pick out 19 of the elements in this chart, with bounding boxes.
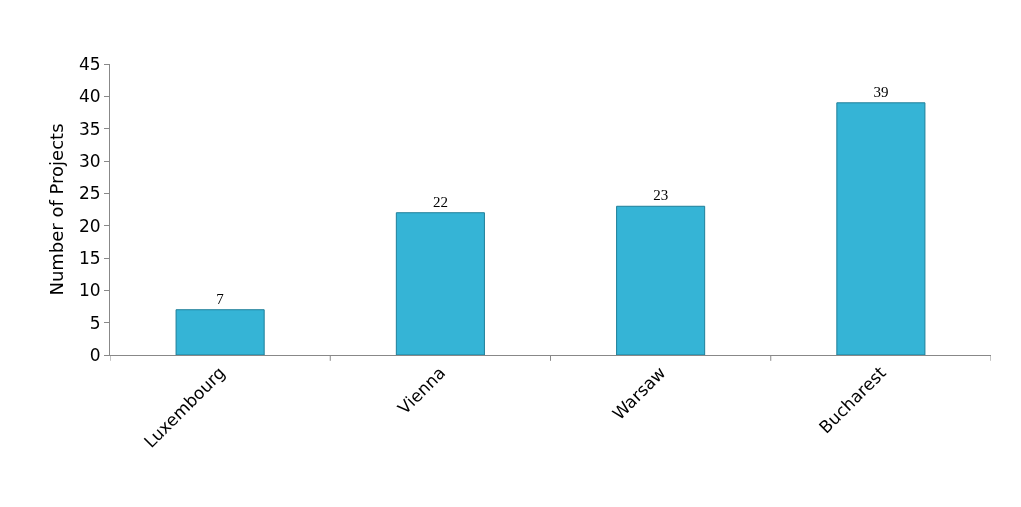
y-tick-label: 5 <box>89 312 101 333</box>
y-tick-label: 10 <box>78 280 101 301</box>
bar <box>395 212 485 355</box>
y-tick-label: 35 <box>78 118 101 139</box>
bar <box>175 309 265 355</box>
y-tick-label: 25 <box>78 183 101 204</box>
y-tick-label: 0 <box>89 344 101 365</box>
y-tick-label: 30 <box>78 150 101 171</box>
y-tick-label: 40 <box>78 86 101 107</box>
data-label: 22 <box>432 193 448 210</box>
y-tick-label: 15 <box>78 247 101 268</box>
y-axis-title: Number of Projects <box>46 123 68 296</box>
bar <box>836 102 926 355</box>
data-label: 23 <box>653 187 669 204</box>
bar <box>616 205 706 355</box>
data-label: 7 <box>216 290 225 307</box>
y-tick-label: 20 <box>78 215 101 236</box>
y-tick-label: 45 <box>78 53 101 74</box>
data-label: 39 <box>873 83 889 100</box>
